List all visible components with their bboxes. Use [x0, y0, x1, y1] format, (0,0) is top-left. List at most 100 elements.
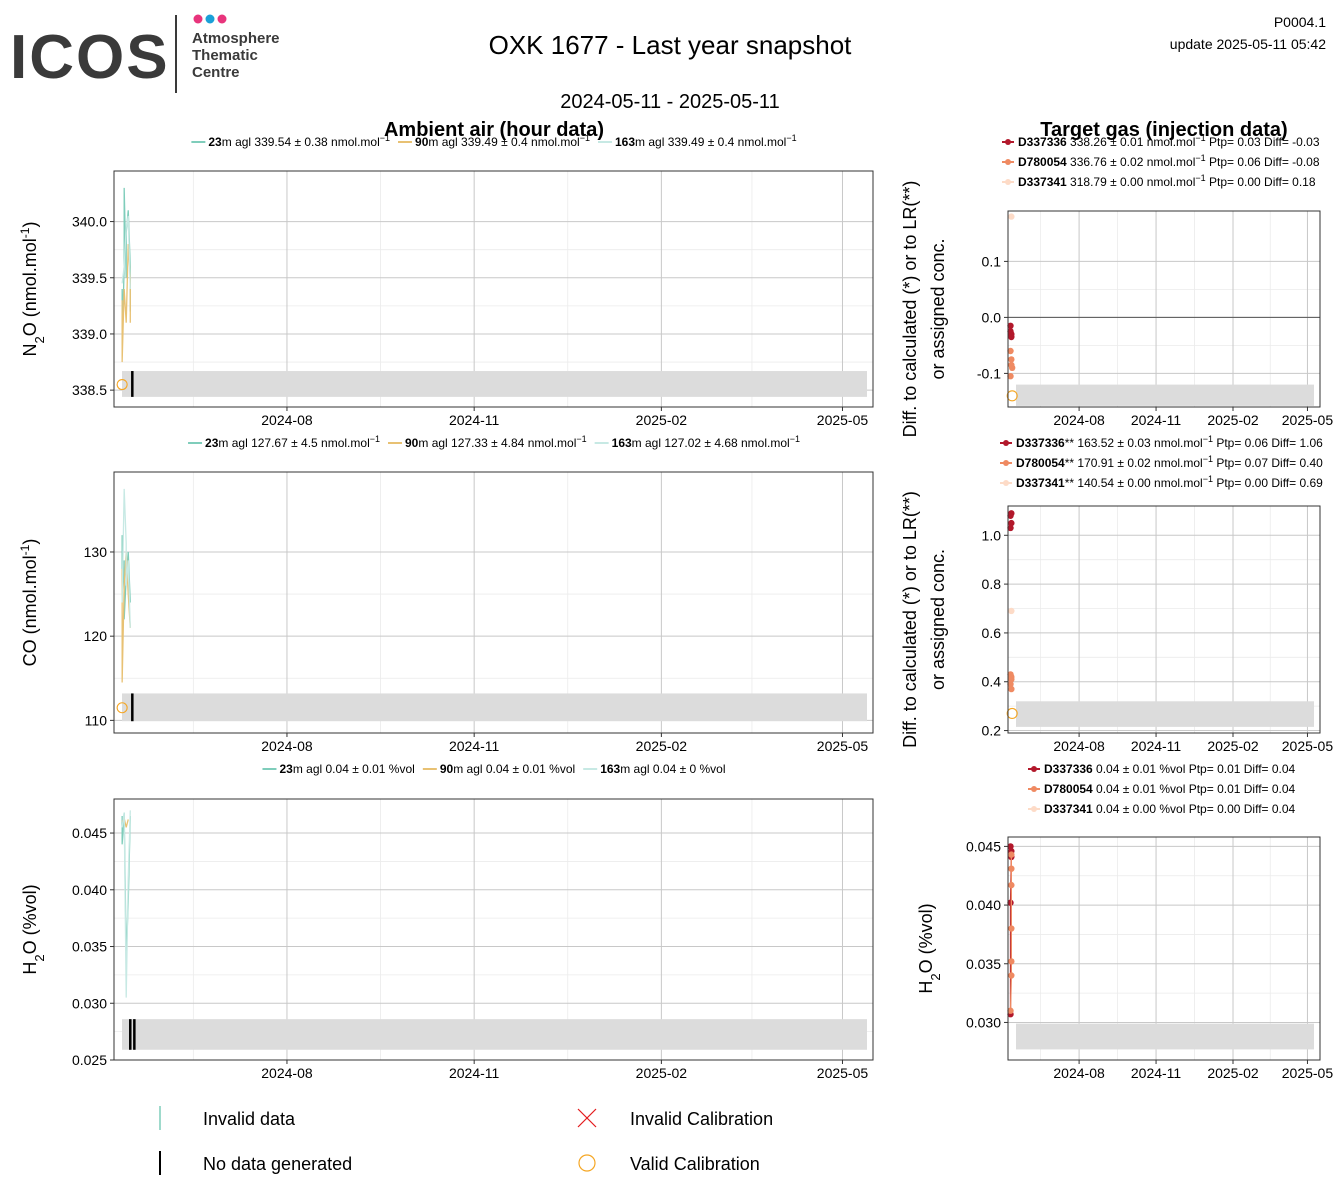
legend-item: 90m agl 0.04 ± 0.01 %vol [422, 762, 575, 776]
x-tick-label: 2025-02 [636, 1065, 688, 1081]
range-band [122, 1019, 867, 1050]
legend-rest: 318.79 ± 0.00 nmol.mol [1067, 175, 1196, 189]
y-axis-label-part: CO (nmol.mol [20, 555, 40, 666]
legend-rest: 338.26 ± 0.01 nmol.mol [1067, 135, 1196, 149]
legend-bold: D337341 [1016, 476, 1065, 490]
legend-sup: −1 [370, 434, 380, 444]
legend-text: D337336 338.26 ± 0.01 nmol.mol−1 Ptp= 0.… [1018, 133, 1320, 149]
legend-tail: Ptp= 0.06 Diff= -0.08 [1206, 155, 1320, 169]
y-axis-label: H2O (%vol) [20, 884, 47, 974]
legend-key-dot [1003, 480, 1009, 486]
data-point-D337341 [1008, 607, 1015, 615]
data-point-D337341 [1008, 213, 1015, 220]
date-range: 2024-05-11 - 2025-05-11 [560, 91, 779, 113]
valid-calibration-marker [116, 702, 128, 714]
chart-n2o_ambient: 2024-08 2024-11 2025-02 2025-05 338.5 339.0 33… [18, 133, 874, 428]
x-tick-label: 2025-05 [1282, 412, 1334, 428]
legend-rest: 0.04 ± 0.01 %vol [1093, 762, 1186, 776]
logo-line: Centre [192, 64, 240, 81]
plot-border [1007, 836, 1321, 1061]
x-tick-label: 2024-08 [261, 738, 313, 754]
legend-rest: ** 170.91 ± 0.02 nmol.mol [1065, 456, 1203, 470]
y-tick-label: 110 [85, 712, 108, 728]
legend-tail: Ptp= 0.07 Diff= 0.40 [1213, 456, 1323, 470]
invalid-data-label: Invalid data [203, 1109, 296, 1129]
y-axis-label-part: N [20, 343, 40, 356]
legend-text: 163m agl 339.49 ± 0.4 nmol.mol−1 [615, 133, 797, 149]
y-axis-label-part: 2 [928, 973, 943, 980]
legend-item: D780054 336.76 ± 0.02 nmol.mol−1 Ptp= 0.… [1002, 153, 1320, 169]
legend-item: 90m agl 127.33 ± 4.84 nmol.mol−1 [388, 434, 587, 450]
y-tick-label: 0.035 [72, 939, 107, 955]
plot-border [113, 798, 874, 1061]
legend-text: D337341 318.79 ± 0.00 nmol.mol−1 Ptp= 0.… [1018, 173, 1316, 189]
data-point-D780054 [1008, 925, 1015, 932]
range-band [122, 371, 867, 397]
data-point-D780054 [1007, 347, 1014, 355]
logo-line: Thematic [192, 47, 258, 64]
legend-key-dot [1005, 179, 1011, 185]
legend: D337336 0.04 ± 0.01 %vol Ptp= 0.01 Diff=… [1028, 762, 1296, 816]
legend-rest: 336.76 ± 0.02 nmol.mol [1067, 155, 1196, 169]
y-tick-label: 339.0 [72, 326, 107, 342]
legend-rest: m agl 339.54 ± 0.38 nmol.mol [222, 135, 380, 149]
y-axis-label-part: -1 [18, 544, 32, 555]
y-tick-label: 1.0 [982, 527, 1002, 543]
valid-calibration-marker [116, 378, 128, 391]
range-band [1016, 384, 1314, 406]
chart-co_ambient: 2024-08 2024-11 2025-02 2025-05 110 120 130 CO … [18, 434, 874, 754]
legend-text: D337336 0.04 ± 0.01 %vol Ptp= 0.01 Diff=… [1044, 762, 1296, 776]
legend-key-dot [1003, 460, 1009, 466]
chart-h2o_ambient: 2024-08 2024-11 2025-02 2025-05 0.025 0.030 0.… [20, 762, 874, 1081]
logo-dot [217, 14, 227, 24]
legend-item: D337336** 163.52 ± 0.03 nmol.mol−1 Ptp= … [1000, 434, 1323, 450]
legend: D337336** 163.52 ± 0.03 nmol.mol−1 Ptp= … [1000, 434, 1323, 490]
y-tick-label: 0.040 [72, 882, 107, 898]
legend-sup: −1 [576, 434, 586, 444]
legend-tail: Ptp= 0.01 Diff= 0.04 [1185, 782, 1295, 796]
legend-bold: 163 [615, 135, 635, 149]
legend-item: D780054** 170.91 ± 0.02 nmol.mol−1 Ptp= … [1000, 454, 1323, 470]
legend-text: D780054 0.04 ± 0.01 %vol Ptp= 0.01 Diff=… [1044, 782, 1296, 796]
legend-rest: 0.04 ± 0.01 %vol [1093, 782, 1186, 796]
legend-rest: m agl 0.04 ± 0 %vol [620, 762, 725, 776]
legend: D337336 338.26 ± 0.01 nmol.mol−1 Ptp= 0.… [1002, 133, 1320, 189]
y-tick-label: 0.4 [982, 674, 1002, 690]
range-band [122, 693, 867, 722]
legend-bold: D780054 [1044, 782, 1093, 796]
y-tick-label: 0.045 [966, 838, 1001, 854]
logo-text: ICOS [10, 23, 170, 92]
invalid-cal-mark [577, 1108, 597, 1128]
logo-dot [193, 14, 203, 24]
legend-item: 23m agl 127.67 ± 4.5 nmol.mol−1 [188, 434, 380, 450]
plot-border [1007, 505, 1321, 734]
legend-sup: −1 [580, 133, 590, 143]
data-point-D780054 [1007, 373, 1014, 380]
x-tick-label: 2025-02 [636, 738, 688, 754]
x-tick-label: 2025-02 [636, 412, 688, 428]
legend-item: D337341 0.04 ± 0.00 %vol Ptp= 0.00 Diff=… [1028, 802, 1296, 816]
y-tick-label: 338.5 [72, 382, 107, 398]
y-axis-label-part: H [916, 981, 936, 994]
y-axis-label: Diff. to calculated (*) or to LR(**) [900, 181, 920, 438]
data-point-D780054 [1008, 881, 1015, 889]
chart-h2o_target: 2024-08 2024-11 2025-02 2025-05 0.030 0.035 0.… [916, 762, 1333, 1081]
legend-item: 90m agl 339.49 ± 0.4 nmol.mol−1 [398, 133, 590, 149]
x-tick-label: 2024-08 [1053, 738, 1105, 754]
plot-panel [114, 171, 873, 407]
legend-tail: Ptp= 0.06 Diff= 1.06 [1213, 436, 1323, 450]
y-axis-label-part: H [20, 962, 40, 975]
series-line-h163 [121, 215, 131, 290]
legend-text: D780054 336.76 ± 0.02 nmol.mol−1 Ptp= 0.… [1018, 153, 1320, 169]
data-point-D780054 [1007, 680, 1014, 688]
legend-bold: 163 [600, 762, 620, 776]
legend-text: D337341** 140.54 ± 0.00 nmol.mol−1 Ptp= … [1016, 474, 1323, 490]
x-tick-label: 2024-11 [449, 1065, 500, 1081]
legend-key-dot [1005, 139, 1011, 145]
data-point-D780054 [1008, 958, 1015, 965]
chart-n2o_target: 2024-08 2024-11 2025-02 2025-05 -0.1 0.0 0.1 Di… [900, 133, 1333, 437]
legend: 23m agl 127.67 ± 4.5 nmol.mol−1 90m agl 1… [188, 434, 800, 450]
legend-bold: D780054 [1016, 456, 1065, 470]
y-tick-label: 0.030 [72, 995, 107, 1011]
legend-tail: Ptp= 0.01 Diff= 0.04 [1185, 762, 1295, 776]
